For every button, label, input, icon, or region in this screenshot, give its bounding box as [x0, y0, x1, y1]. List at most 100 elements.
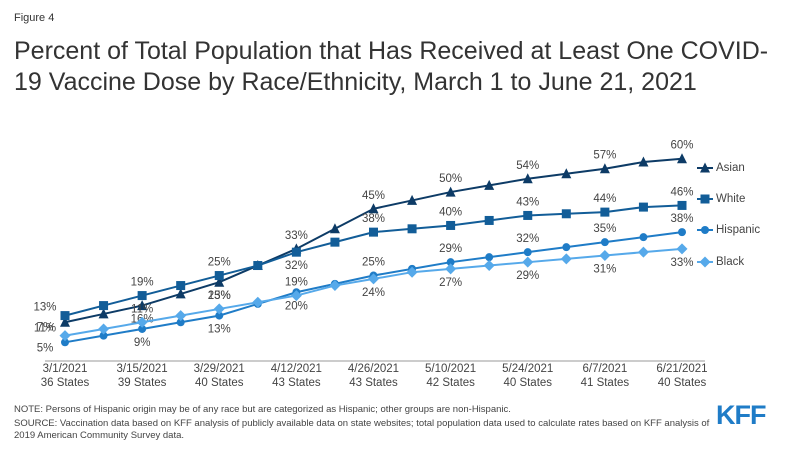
- data-point: [484, 215, 494, 225]
- data-point: [137, 291, 147, 301]
- chart-title: Percent of Total Population that Has Rec…: [14, 37, 769, 96]
- data-point: [368, 203, 379, 214]
- data-point: [407, 224, 417, 234]
- data-point: [61, 338, 69, 347]
- x-tick-sublabel: 40 States: [658, 377, 707, 389]
- data-point: [60, 311, 70, 321]
- data-point: [253, 261, 263, 271]
- x-tick-label: 6/7/2021: [582, 363, 627, 375]
- x-tick-sublabel: 36 States: [41, 377, 90, 389]
- data-label: 11%: [131, 303, 153, 315]
- data-point: [175, 310, 187, 322]
- data-point: [678, 228, 686, 237]
- data-label: 9%: [134, 337, 151, 349]
- data-point: [60, 316, 70, 327]
- data-point: [639, 233, 648, 242]
- data-point: [484, 179, 495, 190]
- data-label: 13%: [208, 324, 231, 336]
- data-point: [99, 331, 108, 340]
- data-label: 19%: [285, 277, 308, 289]
- data-label: 46%: [670, 186, 693, 198]
- logo: KFF: [716, 400, 766, 430]
- legend-marker: [700, 194, 710, 204]
- data-label: 29%: [516, 270, 539, 282]
- x-tick-label: 3/29/2021: [194, 363, 245, 375]
- x-tick-sublabel: 40 States: [195, 377, 244, 389]
- data-point: [291, 247, 301, 257]
- data-point: [59, 330, 71, 342]
- data-label: 33%: [670, 257, 693, 269]
- data-point: [445, 186, 456, 197]
- data-point: [485, 253, 494, 262]
- data-point: [523, 210, 533, 220]
- data-label: 20%: [285, 300, 308, 312]
- data-point: [445, 263, 457, 275]
- data-point: [599, 250, 611, 262]
- legend-marker: [700, 162, 710, 173]
- figure-label: Figure 4: [14, 12, 55, 24]
- data-point: [638, 202, 648, 212]
- data-point: [99, 301, 109, 311]
- data-label: 40%: [439, 206, 462, 218]
- data-point: [138, 324, 147, 333]
- x-tick-sublabel: 43 States: [272, 377, 321, 389]
- data-point: [214, 276, 225, 287]
- data-label: 13%: [33, 302, 56, 314]
- x-tick-label: 5/10/2021: [425, 363, 476, 375]
- data-point: [522, 173, 533, 184]
- data-label: 24%: [362, 287, 385, 299]
- x-tick-sublabel: 41 States: [581, 377, 630, 389]
- data-point: [561, 209, 571, 219]
- data-label: 27%: [439, 277, 462, 289]
- data-label: 33%: [285, 230, 308, 242]
- data-label: 32%: [285, 260, 308, 272]
- source: SOURCE: Vaccination data based on KFF an…: [14, 418, 710, 441]
- data-point: [637, 246, 649, 258]
- data-label: 43%: [516, 196, 539, 208]
- data-point: [98, 308, 109, 319]
- data-point: [368, 273, 379, 285]
- data-point: [329, 280, 341, 292]
- data-label: 19%: [131, 277, 154, 289]
- legend-label: Black: [716, 256, 744, 268]
- x-tick-label: 4/26/2021: [348, 363, 399, 375]
- data-label: 25%: [208, 257, 231, 269]
- data-label: 60%: [670, 140, 693, 152]
- data-point: [560, 253, 572, 265]
- x-tick-label: 3/15/2021: [117, 363, 168, 375]
- data-point: [369, 227, 378, 237]
- data-label: 44%: [593, 193, 616, 205]
- data-point: [175, 288, 186, 299]
- data-point: [406, 266, 418, 278]
- data-label: 29%: [439, 243, 462, 255]
- data-label: 35%: [593, 223, 616, 235]
- data-point: [677, 200, 687, 210]
- data-label: 45%: [362, 190, 385, 202]
- data-label: 38%: [670, 213, 693, 225]
- data-point: [214, 271, 224, 281]
- legend-marker: [699, 256, 711, 268]
- data-point: [522, 256, 534, 268]
- x-tick-sublabel: 43 States: [349, 377, 398, 389]
- data-point: [599, 163, 610, 174]
- legend-marker: [701, 226, 709, 234]
- data-label: 11%: [34, 322, 56, 334]
- data-point: [638, 156, 649, 167]
- data-label: 54%: [516, 160, 539, 172]
- data-point: [600, 238, 609, 247]
- legend-label: Asian: [716, 162, 745, 174]
- data-point: [329, 223, 340, 234]
- x-tick-label: 5/24/2021: [502, 363, 553, 375]
- data-point: [600, 207, 610, 217]
- data-point: [483, 260, 495, 272]
- data-point: [136, 316, 148, 328]
- x-tick-sublabel: 39 States: [118, 377, 167, 389]
- x-tick-label: 4/12/2021: [271, 363, 322, 375]
- data-label: 15%: [208, 290, 231, 302]
- data-point: [98, 323, 110, 335]
- data-label: 38%: [362, 213, 385, 225]
- data-point: [252, 296, 264, 308]
- data-point: [523, 248, 532, 257]
